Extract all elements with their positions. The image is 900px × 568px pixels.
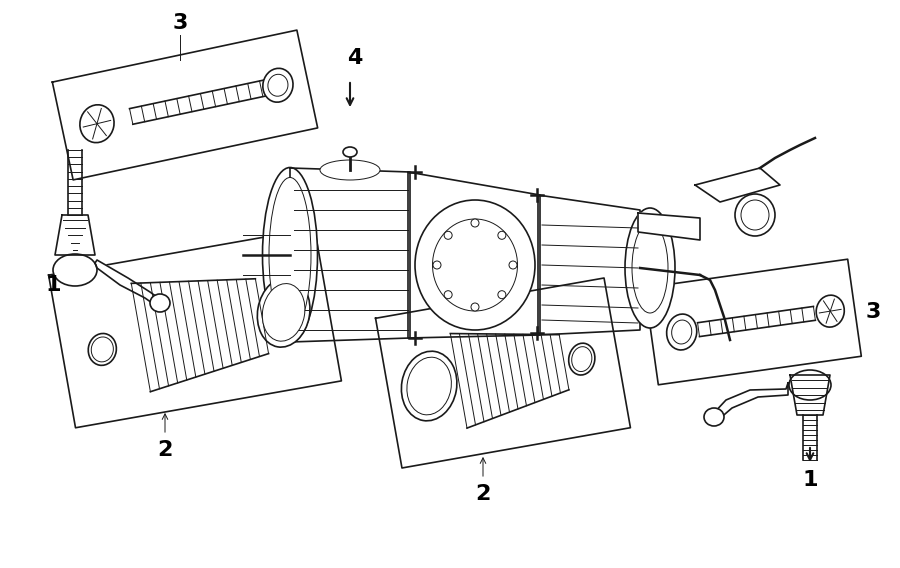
Polygon shape [408,172,540,338]
Ellipse shape [268,74,288,96]
Ellipse shape [80,105,114,143]
Ellipse shape [401,351,457,421]
Ellipse shape [269,177,311,332]
Text: 1: 1 [802,470,818,490]
Polygon shape [538,195,640,335]
Ellipse shape [88,333,116,365]
Ellipse shape [667,314,697,350]
Ellipse shape [53,254,97,286]
Ellipse shape [816,295,844,327]
Polygon shape [52,30,318,180]
Ellipse shape [415,200,535,330]
Ellipse shape [572,346,592,371]
Text: 2: 2 [158,440,173,460]
Ellipse shape [498,231,506,239]
Ellipse shape [741,200,769,230]
Ellipse shape [433,219,518,311]
Polygon shape [638,213,700,240]
Ellipse shape [444,291,452,299]
Ellipse shape [343,147,357,157]
Polygon shape [695,168,780,202]
Ellipse shape [569,343,595,375]
Polygon shape [95,260,168,310]
Ellipse shape [632,223,668,313]
Ellipse shape [498,291,506,299]
Polygon shape [644,259,861,385]
Polygon shape [375,278,630,468]
Text: 3: 3 [172,13,188,33]
Ellipse shape [671,320,692,344]
Ellipse shape [789,370,831,400]
Polygon shape [790,375,830,415]
Polygon shape [712,383,788,420]
Ellipse shape [444,231,452,239]
Text: 4: 4 [347,48,363,68]
Ellipse shape [471,303,479,311]
Ellipse shape [735,194,775,236]
Ellipse shape [509,261,517,269]
Text: 3: 3 [865,302,881,322]
Polygon shape [49,228,341,428]
Polygon shape [290,168,410,342]
Polygon shape [55,215,95,255]
Ellipse shape [150,294,170,312]
Ellipse shape [263,68,293,102]
Ellipse shape [704,408,724,426]
Ellipse shape [263,168,318,343]
Ellipse shape [257,278,310,347]
Ellipse shape [625,208,675,328]
Ellipse shape [407,357,452,415]
Ellipse shape [471,219,479,227]
Ellipse shape [91,337,113,362]
Ellipse shape [433,261,441,269]
Ellipse shape [320,160,380,180]
Text: 1: 1 [45,275,61,295]
Ellipse shape [262,283,305,341]
Text: 2: 2 [475,484,491,504]
